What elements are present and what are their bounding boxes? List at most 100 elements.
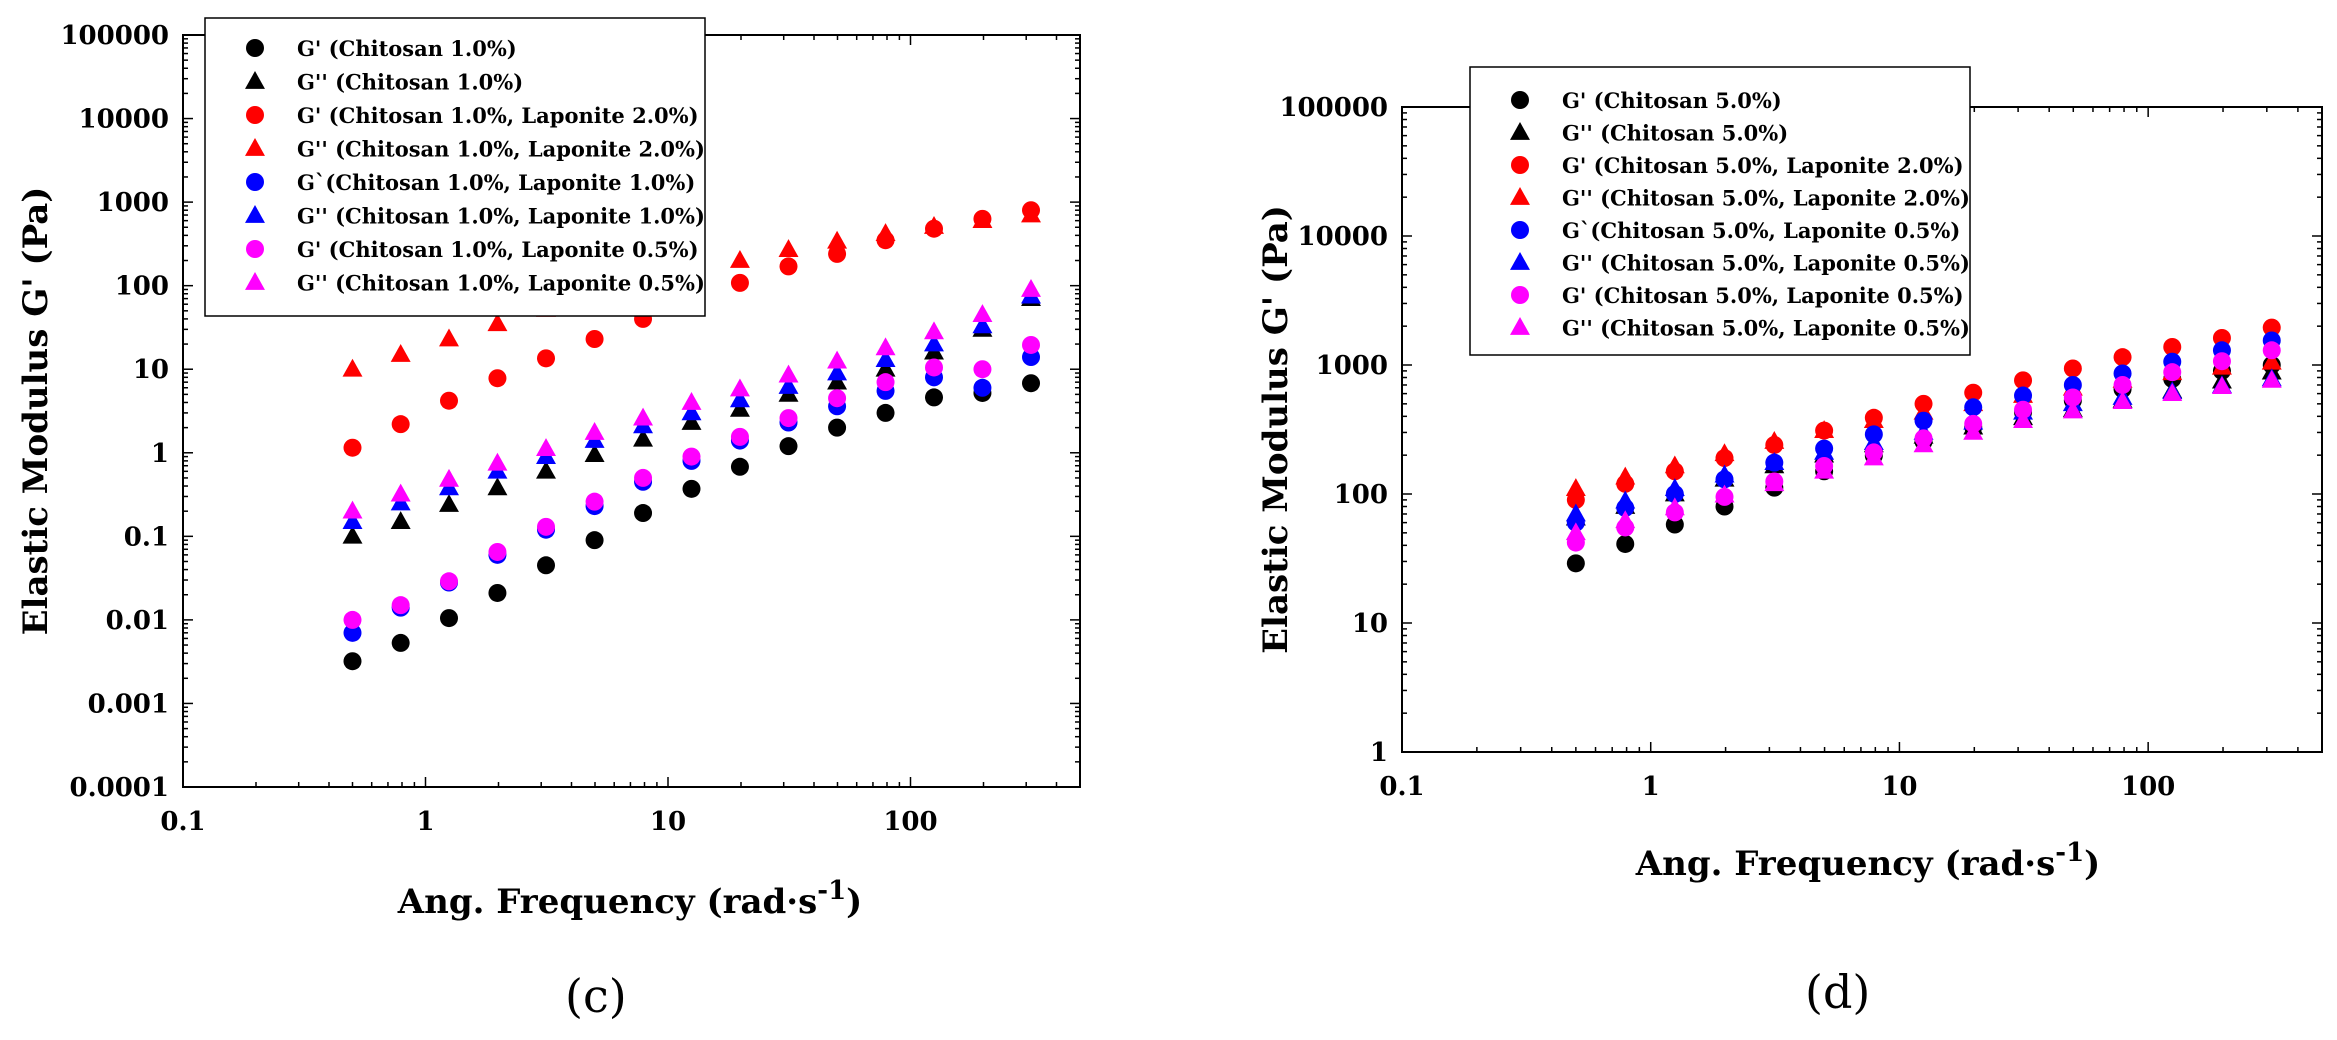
x-tick-label: 100 (883, 807, 937, 837)
y-tick-label: 10 (1352, 609, 1388, 639)
triangle-point (827, 350, 848, 369)
circle-point (585, 329, 604, 348)
triangle-point (1764, 431, 1785, 449)
legend-entry: G'' (Chitosan 1.0%) (297, 70, 523, 95)
y-axis-title: Elastic Modulus G' (Pa) (16, 187, 56, 636)
legend-marker (246, 106, 264, 124)
triangle-point (729, 398, 750, 417)
triangle-point (972, 304, 993, 322)
triangle-point (827, 230, 848, 249)
circle-point (343, 610, 362, 629)
circle-point (343, 438, 362, 457)
triangle-point (584, 444, 605, 462)
chart-panel-c: 0.1 1 10 100 0.0001 0.001 0.01 0.1 1 10 100 1000 100… (16, 17, 1081, 1023)
legend-marker (246, 173, 264, 191)
triangle-point (1913, 434, 1934, 453)
circle-point (730, 457, 749, 476)
circle-point (2113, 348, 2132, 367)
triangle-point (875, 358, 896, 377)
triangle-point (778, 239, 799, 257)
legend-entry: G`(Chitosan 5.0%, Laponite 0.5%) (1562, 218, 1960, 243)
circle-point (440, 609, 459, 628)
triangle-point (342, 525, 363, 544)
triangle-point (681, 402, 702, 421)
y-tick-label: 1 (1370, 738, 1388, 768)
legend-marker (1510, 187, 1530, 205)
circle-point (2063, 359, 2082, 378)
y-tick-label: 0.01 (106, 606, 169, 636)
circle-point (779, 437, 798, 456)
triangle-point (1814, 441, 1835, 460)
triangle-point (924, 321, 944, 340)
circle-point (1964, 398, 1983, 417)
legend-entry: G' (Chitosan 1.0%) (297, 36, 517, 61)
circle-point (488, 369, 507, 388)
circle-point (391, 633, 410, 652)
triangle-point (875, 337, 896, 356)
legend-entry: G' (Chitosan 1.0%, Laponite 0.5%) (297, 237, 699, 262)
triangle-point (390, 483, 411, 502)
legend-marker (1511, 221, 1529, 239)
triangle-point (2211, 376, 2232, 394)
x-tick-label: 100 (2121, 772, 2175, 802)
y-tick-label: 1000 (1316, 351, 1388, 381)
legend-marker (245, 205, 265, 223)
circle-point (1616, 534, 1635, 553)
legend-entry: G'' (Chitosan 1.0%, Laponite 1.0%) (297, 204, 705, 229)
chart-panel-d: 0.1 1 10 100 1 10 100 1000 10000 100000 Elastic Mo… (1256, 66, 2323, 1019)
legend-marker (1510, 317, 1530, 335)
circle-point (828, 244, 847, 263)
triangle-point (584, 421, 605, 440)
triangle-point (1714, 484, 1735, 503)
triangle-point (827, 371, 848, 390)
circle-point (2063, 388, 2082, 407)
triangle-point (633, 407, 654, 426)
triangle-point (827, 362, 848, 381)
legend-entry: G'' (Chitosan 5.0%) (1562, 121, 1788, 146)
series-8 (342, 278, 1041, 519)
circle-point (537, 556, 556, 575)
series-8 (1565, 369, 2282, 541)
triangle-point (487, 313, 508, 332)
triangle-point (681, 391, 702, 410)
circle-point (634, 468, 653, 487)
circle-point (925, 388, 944, 407)
legend-entry: G'' (Chitosan 5.0%, Laponite 0.5%) (1562, 251, 1970, 276)
circle-point (2014, 386, 2033, 405)
triangle-point (2013, 410, 2034, 429)
triangle-point (439, 494, 459, 512)
circle-point (2063, 375, 2082, 394)
x-axis-title-end: ) (846, 882, 862, 922)
legend-entry: G' (Chitosan 5.0%, Laponite 2.0%) (1562, 153, 1964, 178)
triangle-point (729, 378, 750, 397)
y-tick-label: 10000 (79, 105, 169, 135)
y-tick-label: 0.001 (88, 689, 169, 719)
triangle-point (972, 315, 993, 334)
panel-label: (d) (1805, 965, 1870, 1019)
triangle-point (487, 477, 508, 496)
circle-point (343, 652, 362, 671)
circle-point (973, 360, 992, 379)
circle-point (828, 389, 847, 408)
x-tick-label: 1 (1642, 772, 1660, 802)
panel-label: (c) (565, 969, 627, 1023)
circle-point (876, 373, 895, 392)
circle-point (391, 415, 410, 434)
legend-entry: G`(Chitosan 1.0%, Laponite 1.0%) (297, 170, 695, 195)
triangle-point (536, 438, 556, 457)
triangle-point (1814, 420, 1835, 438)
circle-point (1566, 554, 1585, 573)
legend-box (204, 17, 706, 317)
legend-marker (245, 71, 265, 89)
y-axis-title: Elastic Modulus G' (Pa) (1256, 205, 1296, 654)
legend-marker (1511, 156, 1529, 174)
legend-entry: G'' (Chitosan 1.0%, Laponite 2.0%) (297, 137, 705, 162)
circle-point (634, 504, 653, 523)
triangle-point (1021, 204, 1041, 223)
triangle-point (1764, 452, 1785, 470)
circle-point (682, 479, 701, 498)
x-axis-title-superscript: -1 (2055, 838, 2084, 868)
triangle-point (487, 452, 508, 471)
x-tick-label: 10 (650, 807, 686, 837)
circle-point (440, 572, 459, 591)
